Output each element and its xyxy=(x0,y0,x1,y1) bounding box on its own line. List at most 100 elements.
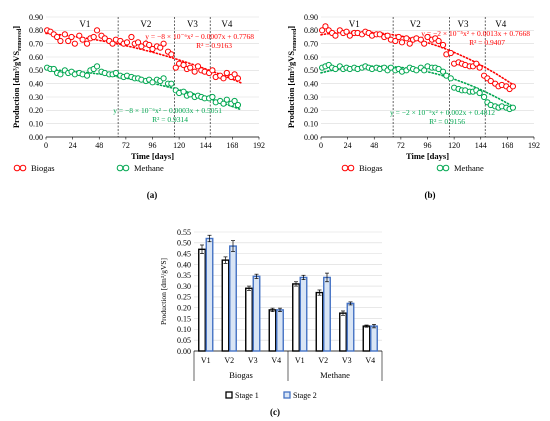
y-tick-label: 0.50 xyxy=(177,239,191,248)
x-tick-label: 192 xyxy=(253,141,265,150)
trendline-r2: R² = 0.9407 xyxy=(469,38,505,47)
data-point-methane xyxy=(168,80,175,87)
group-label: Methane xyxy=(320,370,350,380)
y-axis-title-sub: removed xyxy=(292,28,298,51)
data-point-biogas xyxy=(79,36,86,43)
data-point-methane xyxy=(476,89,483,97)
data-point-biogas xyxy=(220,75,227,82)
data-point-biogas xyxy=(157,44,164,51)
x-axis-title: Time [days] xyxy=(131,151,174,161)
data-point-biogas xyxy=(93,27,101,34)
data-point-biogas xyxy=(332,32,339,39)
x-tick-label: 48 xyxy=(370,141,378,150)
phase-label: V1 xyxy=(79,19,90,29)
bar-stage-2 xyxy=(229,245,237,352)
bar-stage-2 xyxy=(346,302,355,352)
y-axis-title-main: Production [dm³/gVS xyxy=(11,51,21,129)
bar-stage-1 xyxy=(221,259,230,352)
data-point-biogas xyxy=(128,33,135,41)
legend-label: Methane xyxy=(134,163,164,173)
y-tick-label: 0.20 xyxy=(29,106,43,115)
legend-label: Biogas xyxy=(31,163,55,173)
data-point-methane xyxy=(439,68,447,75)
chart-a: 0.00 0.10 0.20 0.30 0.40 0.50 0.60 0.70 0.80 0.90… xyxy=(11,13,265,200)
bar-stage-2 xyxy=(299,276,308,352)
y-tick-label: 0.60 xyxy=(304,53,318,62)
y-tick-label: 0.55 xyxy=(177,228,191,237)
bar-stage-2 xyxy=(370,325,378,352)
bar-stage-1 xyxy=(362,325,371,352)
x-tick-label: 120 xyxy=(173,141,185,150)
data-point-biogas xyxy=(509,83,517,90)
y-tick-label: 0.80 xyxy=(304,26,318,35)
data-point-biogas xyxy=(343,28,350,35)
y-tick-label: 0.30 xyxy=(304,93,318,102)
x-tick-label: 72 xyxy=(122,141,130,150)
y-tick-label: 0.50 xyxy=(29,66,43,75)
group-label: Biogas xyxy=(229,370,253,380)
y-tick-label: 0.10 xyxy=(29,119,43,128)
caption: (a) xyxy=(147,190,158,200)
x-tick-label: 24 xyxy=(69,141,77,150)
x-tick-label: 168 xyxy=(226,141,238,150)
legend-marker-stage-1 xyxy=(225,391,233,399)
phase-label: V3 xyxy=(187,19,198,29)
y-tick-label: 0.40 xyxy=(29,79,43,88)
data-point-biogas xyxy=(447,49,454,57)
trendline-r2: R² = 0.9314 xyxy=(152,115,188,124)
y-axis-title-end: ] xyxy=(11,26,21,29)
y-tick-label: 0.30 xyxy=(29,93,43,102)
y-tick-label: 0.00 xyxy=(304,133,318,142)
y-tick-label: 0.00 xyxy=(177,347,191,356)
x-tick-label: V2 xyxy=(318,356,328,365)
x-tick-label: V3 xyxy=(342,356,352,365)
y-tick-label: 0.20 xyxy=(177,304,191,313)
data-point-biogas xyxy=(398,39,406,46)
y-tick-label: 0.60 xyxy=(29,53,43,62)
y-tick-label: 0.20 xyxy=(304,106,318,115)
data-point-biogas xyxy=(473,60,480,67)
bar-stage-1 xyxy=(198,248,206,352)
caption: (b) xyxy=(425,190,436,200)
data-point-biogas xyxy=(160,40,167,47)
x-tick-label: 96 xyxy=(149,141,157,150)
data-point-biogas xyxy=(138,43,145,50)
data-point-biogas xyxy=(424,33,431,41)
bar-stage-1 xyxy=(245,287,253,352)
data-point-methane xyxy=(220,100,227,107)
bar-stage-1 xyxy=(292,283,300,352)
y-tick-label: 0.00 xyxy=(29,133,43,142)
data-point-biogas xyxy=(234,75,242,82)
data-point-biogas xyxy=(392,37,399,45)
data-point-biogas xyxy=(384,32,391,39)
phase-label: V4 xyxy=(495,19,506,29)
legend-marker-methane xyxy=(436,164,444,172)
x-tick-label: 24 xyxy=(344,141,352,150)
data-point-biogas xyxy=(83,40,91,47)
data-point-methane xyxy=(443,72,450,79)
trendline-equation: y = −8 × 10⁻⁶x² − 0.0007x + 0.7768 xyxy=(145,32,254,41)
data-point-biogas xyxy=(435,37,442,45)
data-point-biogas xyxy=(53,33,61,41)
data-point-biogas xyxy=(101,35,108,42)
data-point-biogas xyxy=(172,64,179,71)
x-tick-label: 72 xyxy=(397,141,405,150)
y-axis-title: Production [dm³/gVSremoved] xyxy=(11,26,23,128)
phase-label: V2 xyxy=(410,19,421,29)
data-point-biogas xyxy=(168,51,175,58)
data-point-methane xyxy=(160,75,167,82)
y-axis-title-end: ] xyxy=(286,26,296,29)
data-point-methane xyxy=(387,64,394,71)
data-point-methane xyxy=(209,93,216,101)
data-point-biogas xyxy=(194,63,202,70)
x-tick-label: 120 xyxy=(448,141,460,150)
bar-stage-2 xyxy=(276,309,284,352)
data-point-methane xyxy=(413,67,420,74)
data-point-biogas xyxy=(395,33,402,41)
x-tick-label: 0 xyxy=(44,141,48,150)
data-point-methane xyxy=(480,93,488,101)
x-tick-label: V1 xyxy=(295,356,305,365)
data-point-methane xyxy=(57,71,64,78)
data-point-methane xyxy=(93,63,101,70)
data-point-biogas xyxy=(346,32,353,39)
